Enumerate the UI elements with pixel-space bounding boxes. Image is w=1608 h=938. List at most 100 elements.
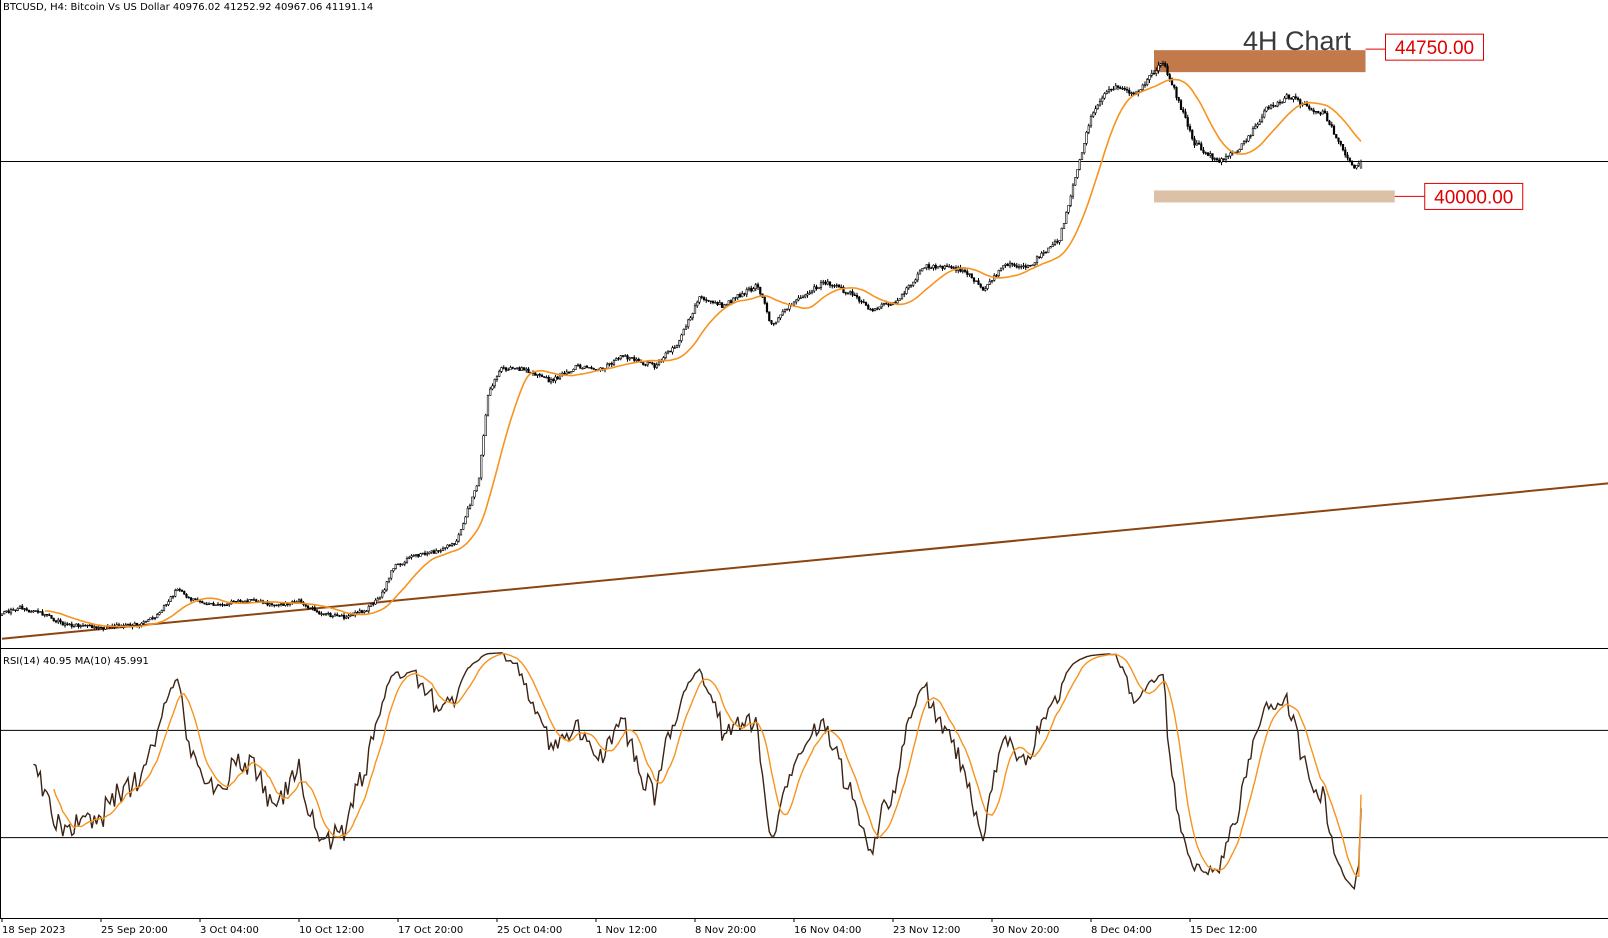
candle-body (268, 603, 271, 606)
candle-body (1195, 142, 1198, 146)
candle-body (655, 364, 658, 368)
candle-body (1310, 108, 1313, 111)
x-tick-label: 18 Sep 2023 (2, 925, 65, 936)
level-zone-0 (1154, 50, 1366, 73)
candle-body (153, 617, 157, 619)
candle-body (977, 280, 980, 285)
candle-body (336, 614, 339, 617)
candle-body (1143, 84, 1147, 86)
candle-body (1350, 160, 1354, 166)
candle-body (822, 281, 825, 284)
candle-body (774, 321, 778, 324)
candle-body (716, 302, 719, 306)
candle-body (1281, 102, 1284, 104)
candle-body (183, 591, 186, 595)
candle-body (1229, 152, 1232, 157)
candle-body (459, 529, 463, 536)
candle-body (511, 367, 514, 369)
candle-body (1098, 101, 1102, 106)
candle-body (221, 604, 224, 606)
candle-body (282, 603, 285, 606)
candle-body (160, 610, 163, 613)
candle-body (1247, 135, 1250, 142)
candle-body (27, 609, 31, 613)
candle-body (405, 558, 409, 563)
candle-body (948, 266, 951, 268)
candle-body (837, 284, 841, 288)
candle-body (273, 604, 276, 606)
candle-body (430, 550, 433, 553)
x-tick-label: 16 Nov 04:00 (794, 925, 861, 936)
candle-body (923, 267, 926, 269)
candle-body (1074, 177, 1077, 186)
candle-body (194, 598, 197, 600)
candle-body (1272, 104, 1275, 107)
candle-body (444, 547, 447, 549)
candle-body (41, 611, 44, 616)
candle-body (462, 523, 465, 530)
candle-body (747, 287, 751, 290)
candle-body (671, 347, 674, 353)
candle-body (275, 604, 278, 607)
candle-body (246, 600, 249, 603)
candle-body (93, 626, 96, 629)
candle-body (23, 608, 26, 610)
candle-body (212, 602, 215, 606)
candle-body (491, 385, 494, 390)
candle-body (570, 371, 573, 374)
candle-body (689, 317, 692, 321)
candle-body (1078, 159, 1081, 170)
candle-body (840, 286, 843, 289)
candle-body (970, 273, 973, 279)
level-zones (1154, 50, 1395, 203)
candle-body (331, 615, 334, 618)
candle-body (905, 287, 908, 294)
candle-body (390, 570, 393, 579)
candle-body (12, 609, 15, 611)
candle-body (921, 268, 924, 272)
candle-body (75, 623, 78, 627)
candle-body (808, 292, 811, 295)
candle-body (464, 516, 467, 525)
candle-body (538, 373, 541, 376)
candle-body (754, 284, 757, 289)
candle-body (147, 619, 150, 622)
candle-body (428, 551, 431, 554)
candle-body (869, 308, 872, 311)
candle-body (804, 294, 807, 298)
candle-body (88, 624, 91, 627)
candle-body (495, 376, 499, 380)
candle-body (180, 589, 184, 592)
candle-body (801, 296, 805, 299)
candle-body (763, 296, 766, 304)
candle-body (1312, 109, 1315, 113)
candle-body (770, 320, 773, 324)
candle-body (187, 596, 190, 599)
candle-body (1200, 143, 1203, 151)
candle-body (84, 625, 87, 627)
candle-body (54, 620, 58, 623)
candle-body (1344, 149, 1347, 156)
candle-body (691, 313, 694, 319)
candle-body (997, 270, 1000, 277)
candle-body (1029, 265, 1032, 267)
candle-body (842, 286, 845, 293)
candle-body (864, 301, 868, 306)
candle-body (102, 627, 105, 630)
candle-body (232, 600, 235, 603)
candle-body (534, 372, 537, 376)
candle-body (1047, 247, 1050, 253)
candle-body (1067, 204, 1070, 213)
candle-body (0, 613, 4, 616)
candle-body (43, 613, 46, 616)
candle-body (1317, 111, 1320, 114)
candle-body (1022, 265, 1025, 267)
candle-body (435, 550, 438, 554)
candle-body (979, 284, 982, 288)
candle-body (1355, 164, 1358, 169)
candle-body (169, 596, 172, 602)
rsi-label: RSI(14) 40.95 MA(10) 45.991 (3, 656, 149, 667)
candle-body (1076, 169, 1079, 178)
candle-body (682, 328, 685, 336)
